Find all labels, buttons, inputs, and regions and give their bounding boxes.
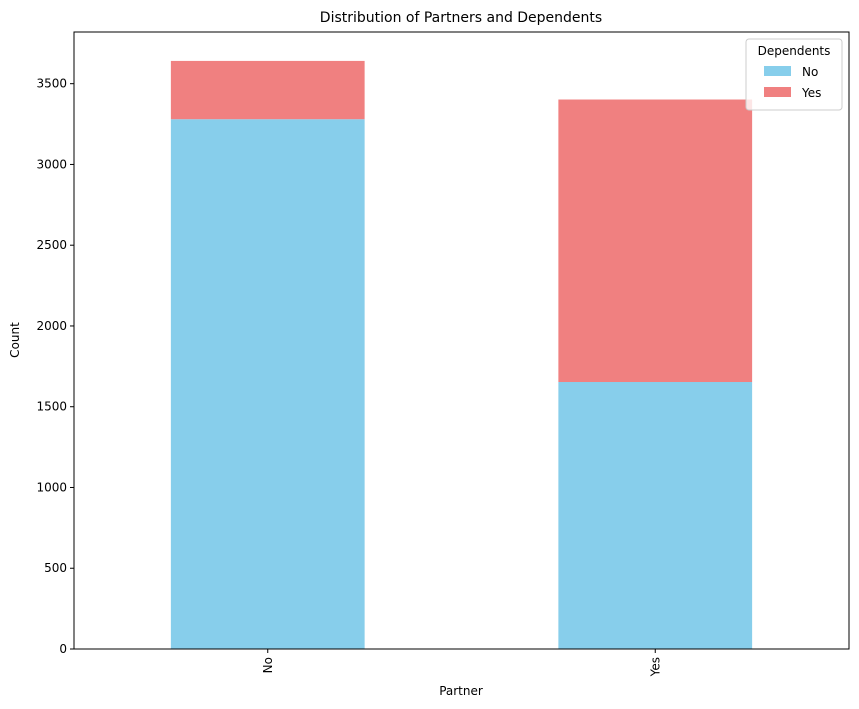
- legend-title: Dependents: [758, 44, 831, 58]
- legend-label-yes: Yes: [801, 86, 821, 100]
- y-tick-label: 2000: [36, 319, 67, 333]
- legend-label-no: No: [802, 65, 818, 79]
- bar-no-no: [170, 119, 365, 649]
- bar-no-yes: [170, 60, 365, 120]
- legend: Dependents No Yes: [745, 38, 843, 111]
- y-tick-label: 3500: [36, 77, 67, 91]
- legend-swatch-yes: [764, 87, 791, 97]
- x-tick-label-yes: Yes: [648, 657, 662, 677]
- y-tick-label: 2500: [36, 238, 67, 252]
- plot-frame: [73, 31, 850, 650]
- bars-group: [170, 60, 753, 649]
- bar-yes-yes: [558, 99, 753, 383]
- y-tick-label: 3000: [36, 157, 67, 171]
- plot-area: [73, 31, 850, 650]
- x-tick-label-no: No: [261, 657, 275, 673]
- bar-yes-no: [558, 382, 753, 649]
- x-axis: No Yes: [261, 649, 662, 677]
- y-tick-label: 0: [59, 642, 67, 656]
- y-axis: 0 500 1000 1500 2000 2500 3000 3500: [36, 77, 74, 656]
- y-tick-label: 1000: [36, 480, 67, 494]
- y-tick-label: 500: [44, 561, 67, 575]
- chart-title: Distribution of Partners and Dependents: [320, 10, 602, 26]
- y-tick-label: 1500: [36, 400, 67, 414]
- y-axis-label: Count: [8, 322, 22, 358]
- legend-swatch-no: [764, 66, 791, 76]
- x-axis-label: Partner: [439, 684, 483, 698]
